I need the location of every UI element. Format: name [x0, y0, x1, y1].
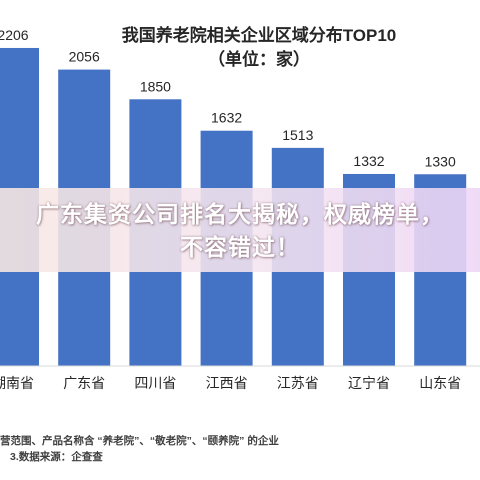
category-label: 湖南省: [0, 376, 34, 392]
bar-value-label: 1850: [140, 78, 171, 94]
promo-headline: 广东集资公司排名大揭秘，权威榜单，不容错过！: [36, 201, 444, 260]
x-tick-labels: 湖南省 广东省 四川省 江西省 江苏省 辽宁省 山东省: [0, 375, 461, 392]
category-label: 江西省: [206, 376, 248, 392]
bar-value-label: 1332: [353, 153, 384, 169]
footnote-scope: 营范围、产品名称含 “养老院”、“敬老院”、“颐养院” 的企业: [0, 435, 279, 447]
category-label: 四川省: [134, 376, 176, 392]
category-label: 山东省: [419, 376, 461, 392]
bar-value-label: 1513: [282, 127, 313, 143]
bar-value-label: 1330: [425, 153, 456, 169]
chart-subtitle: （单位：家）: [208, 50, 310, 69]
bar-value-label: 2056: [69, 49, 100, 65]
footnote-source: 3.数据来源：企查查: [10, 451, 103, 463]
category-label: 广东省: [63, 376, 105, 392]
bar-value-label: 1632: [211, 110, 242, 126]
promo-banner: [0, 188, 480, 272]
bar-value-label: 2206: [0, 27, 29, 43]
chart-title: 我国养老院相关企业区域分布TOP10: [121, 26, 397, 45]
data-labels: 2206 2056 1850 1632 1513 1332 1330: [0, 27, 456, 169]
category-label: 江苏省: [277, 376, 319, 392]
category-label: 辽宁省: [348, 375, 390, 392]
